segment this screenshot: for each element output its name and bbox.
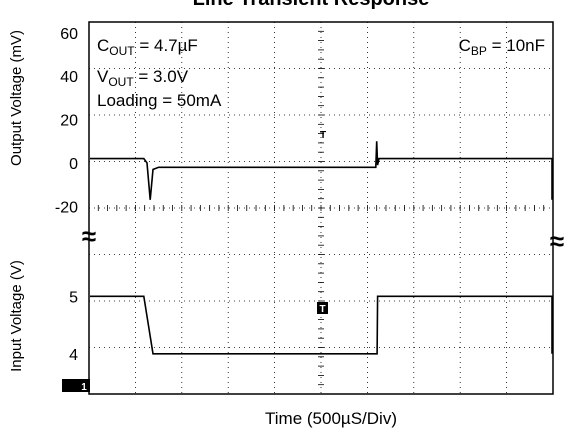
trigger-marker: T: [317, 302, 328, 315]
y-tick-label: 5: [69, 289, 78, 306]
y-tick-label: 0: [69, 156, 78, 173]
plot-frame: [88, 21, 554, 395]
series-line: [90, 295, 553, 355]
y-label-output: Output Voltage (mV): [8, 30, 25, 166]
annotation-loading: Loading = 50mA: [97, 91, 222, 110]
y-tick-labels: 60 40 20 0 -20 5 4: [55, 26, 78, 364]
y-tick-label: -20: [55, 199, 78, 216]
y-tick-label: 60: [60, 26, 78, 43]
x-axis-label: Time (500µS/Div): [265, 409, 397, 428]
channel-marker: 1: [62, 379, 90, 393]
trigger-marker-small: T: [320, 130, 326, 141]
svg-text:T: T: [319, 304, 325, 315]
y-tick-label: 40: [60, 69, 78, 86]
grid-lines: [88, 21, 554, 394]
y-tick-label: 20: [60, 113, 78, 130]
series-line: [90, 141, 553, 200]
axis-break-mark-left: ≈: [82, 221, 96, 251]
y-label-input: Input Voltage (V): [8, 260, 25, 372]
annotation-vout: VOUT = 3.0V: [97, 67, 189, 89]
y-tick-label: 4: [69, 347, 78, 364]
traces: [90, 141, 553, 355]
axis-break-mark-right: ≈: [550, 226, 564, 256]
chart-title: Line Transient Response: [193, 0, 430, 10]
plot-area: 60 40 20 0 -20 5 4: [55, 21, 554, 395]
svg-text:1: 1: [81, 382, 87, 393]
